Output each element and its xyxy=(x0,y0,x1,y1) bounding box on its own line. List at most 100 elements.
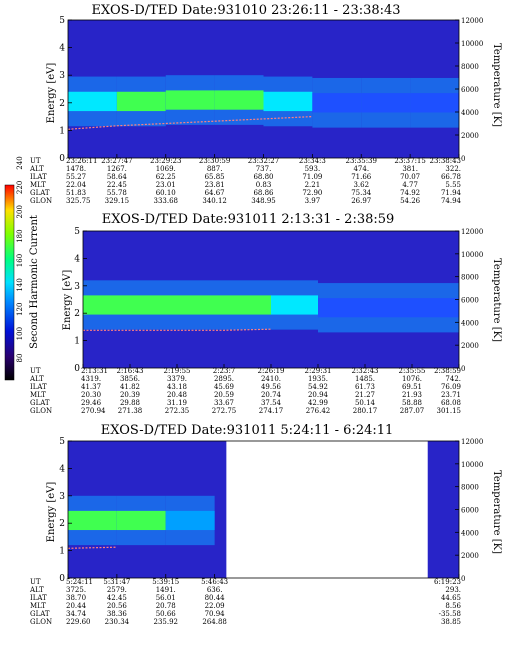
table-cell: 742. xyxy=(445,375,461,383)
table-row-label: MLT xyxy=(30,602,46,610)
energy-tick-label: 3 xyxy=(59,71,65,81)
table-cell: 340.12 xyxy=(202,197,227,205)
table-cell: 26.97 xyxy=(351,197,371,205)
band-core xyxy=(130,295,177,315)
colorbar-tick: 180 xyxy=(16,229,24,242)
table-cell: 42.45 xyxy=(107,594,127,602)
table-cell: 74.92 xyxy=(400,189,420,197)
table-cell: 80.44 xyxy=(205,594,226,602)
table-cell: 23:30:59 xyxy=(199,157,230,165)
band-core xyxy=(263,91,313,112)
table-cell: 293. xyxy=(445,586,461,594)
panel-3-ylabel: Energy [eV] xyxy=(46,482,57,543)
table-cell: 1076. xyxy=(402,375,422,383)
table-cell: 20.30 xyxy=(81,391,101,399)
table-cell: 71.66 xyxy=(351,173,372,181)
table-cell: 22.09 xyxy=(205,602,225,610)
temperature-tick-label: 4000 xyxy=(461,319,479,327)
panel-1: EXOS-D/TED Date:931010 23:26:11 - 23:38:… xyxy=(29,3,502,205)
band-core xyxy=(165,510,215,531)
table-cell: 29.46 xyxy=(81,399,102,407)
table-cell: 56.01 xyxy=(156,594,176,602)
table-row-label: GLAT xyxy=(30,610,50,618)
table-row-label: UT xyxy=(30,157,41,165)
table-cell: 75.34 xyxy=(351,189,372,197)
table-row-label: UT xyxy=(30,367,41,375)
table-cell: 76.09 xyxy=(441,383,461,391)
table-cell: 34.74 xyxy=(66,610,87,618)
energy-tick-label: 3 xyxy=(59,492,65,502)
band-core xyxy=(116,510,166,531)
band-core xyxy=(116,91,166,112)
table-cell: 66.78 xyxy=(441,173,461,181)
table-cell: -35.58 xyxy=(439,610,461,618)
band-core xyxy=(410,93,459,113)
energy-tick-label: 5 xyxy=(74,227,80,237)
data-gap xyxy=(226,441,428,578)
table-cell: 1267. xyxy=(107,165,127,173)
table-cell: 62.25 xyxy=(156,173,176,181)
temperature-tick-label: 2000 xyxy=(461,342,479,350)
panel-2: EXOS-D/TED Date:931011 2:13:31 - 2:38:59… xyxy=(29,212,502,415)
table-cell: 38.70 xyxy=(66,594,86,602)
energy-tick-label: 4 xyxy=(59,464,65,474)
table-cell: 2895. xyxy=(214,375,234,383)
temperature-tick-label: 12000 xyxy=(461,228,483,236)
temperature-tick-label: 2000 xyxy=(461,552,479,560)
table-cell: 71.09 xyxy=(302,173,322,181)
table-cell: 3.62 xyxy=(353,181,369,189)
table-cell: 64.67 xyxy=(205,189,225,197)
table-cell: 280.17 xyxy=(353,407,378,415)
table-cell: 44.65 xyxy=(441,594,461,602)
table-cell: 2:38:59 xyxy=(434,367,461,375)
panel-3-y2label: Temperature [K] xyxy=(491,470,502,554)
panel-2-y2label: Temperature [K] xyxy=(491,258,502,342)
energy-tick-label: 1 xyxy=(74,337,80,347)
table-cell: 20.94 xyxy=(308,391,329,399)
table-cell: 3379. xyxy=(167,375,187,383)
table-cell: 61.73 xyxy=(355,383,375,391)
temperature-tick-label: 6000 xyxy=(461,86,479,94)
table-cell: 2.21 xyxy=(305,181,321,189)
temperature-tick-label: 12000 xyxy=(461,17,483,25)
table-cell: 70.07 xyxy=(400,173,420,181)
table-row-label: ILAT xyxy=(30,173,47,181)
colorbar-tick: 120 xyxy=(16,303,24,316)
table-cell: 474. xyxy=(353,165,369,173)
table-cell: 51.83 xyxy=(66,189,86,197)
table-cell: 301.15 xyxy=(437,407,462,415)
table-cell: 322. xyxy=(445,165,461,173)
temperature-tick-label: 0 xyxy=(461,365,465,373)
colorbar-tick: 240 xyxy=(16,156,24,169)
table-cell: 23.71 xyxy=(441,391,461,399)
table-cell: 58.88 xyxy=(402,399,422,407)
table-cell: 2:29:31 xyxy=(305,367,332,375)
table-cell: 68.08 xyxy=(441,399,461,407)
table-cell: 23.81 xyxy=(205,181,225,189)
table-cell: 2579. xyxy=(107,586,127,594)
table-cell: 4319. xyxy=(81,375,101,383)
table-cell: 8.56 xyxy=(445,602,461,610)
panel-3-title: EXOS-D/TED Date:931011 5:24:11 - 6:24:11 xyxy=(101,423,394,438)
table-cell: 887. xyxy=(207,165,223,173)
table-cell: 31.19 xyxy=(167,399,187,407)
table-cell: 20.48 xyxy=(167,391,187,399)
table-cell: 1491. xyxy=(156,586,176,594)
colorbar-tick: 80 xyxy=(16,354,24,363)
table-cell: 21.93 xyxy=(402,391,422,399)
panel-1-y2label: Temperature [K] xyxy=(491,43,502,127)
table-row-label: MLT xyxy=(30,181,46,189)
table-cell: 737. xyxy=(256,165,272,173)
temperature-line xyxy=(67,546,117,549)
table-cell: 2:23:7 xyxy=(213,367,236,375)
table-cell: 5:39:15 xyxy=(152,578,179,586)
table-row-label: ILAT xyxy=(30,594,47,602)
colorbar-tick: 100 xyxy=(16,327,24,340)
energy-tick-label: 0 xyxy=(59,574,65,584)
energy-tick-label: 0 xyxy=(59,154,65,164)
table-cell: 23:34:3 xyxy=(299,157,326,165)
table-row-label: GLAT xyxy=(30,399,50,407)
table-cell: 45.69 xyxy=(214,383,234,391)
table-cell: 41.82 xyxy=(120,383,140,391)
